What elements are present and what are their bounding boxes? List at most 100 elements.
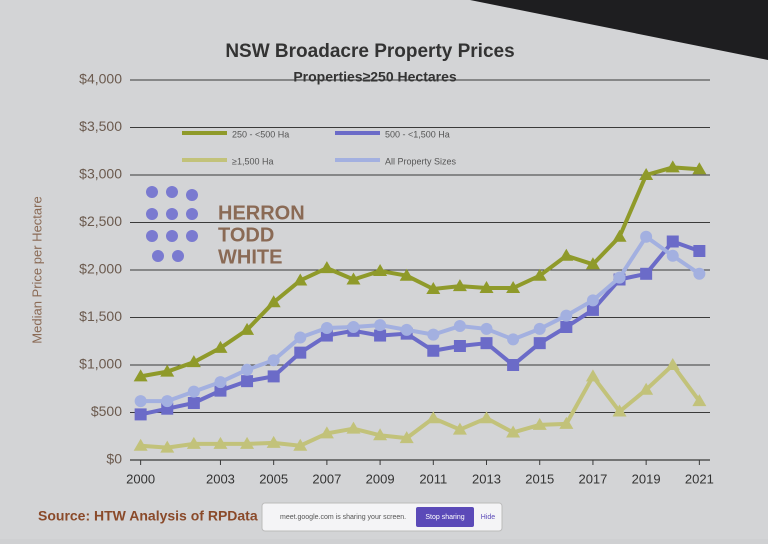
- series-line: [140, 233, 701, 404]
- point: [214, 376, 227, 389]
- point: [479, 281, 494, 294]
- point: [374, 329, 387, 342]
- logo: [146, 186, 198, 262]
- x-tick-label: 2013: [472, 471, 501, 486]
- point: [453, 340, 466, 352]
- point: [399, 268, 414, 281]
- point: [213, 436, 228, 449]
- point: [266, 435, 281, 448]
- point: [480, 322, 493, 335]
- point: [267, 354, 280, 367]
- point: [160, 440, 175, 453]
- point: [666, 235, 679, 248]
- point: [213, 340, 228, 353]
- point: [693, 267, 706, 280]
- point: [373, 428, 388, 441]
- point: [134, 408, 147, 421]
- point: [346, 421, 361, 434]
- point: [373, 263, 388, 276]
- point: [400, 323, 413, 336]
- y-tick-label: $4,000: [79, 71, 122, 87]
- point: [640, 267, 653, 280]
- x-tick-label: 2019: [632, 471, 661, 486]
- point: [692, 394, 707, 407]
- point: [532, 268, 547, 281]
- point: [187, 385, 200, 398]
- point: [612, 229, 627, 242]
- legend-label: ≥1,500 Ha: [232, 156, 273, 166]
- chart-title: NSW Broadacre Property Prices: [225, 41, 514, 62]
- point: [240, 322, 255, 335]
- point: [585, 369, 600, 382]
- point: [294, 331, 307, 344]
- point: [665, 160, 680, 173]
- point: [399, 431, 414, 444]
- logo-dot: [186, 230, 198, 242]
- share-bar: meet.google.com is sharing your screen. …: [261, 502, 503, 532]
- point: [507, 359, 520, 371]
- point: [293, 438, 308, 451]
- legend-label: All Property Sizes: [385, 156, 457, 166]
- chart-subtitle: Properties≥250 Hectares: [293, 69, 457, 85]
- point: [133, 369, 148, 382]
- series-line: [140, 362, 701, 450]
- hide-button[interactable]: Hide: [481, 514, 496, 521]
- point: [186, 436, 201, 449]
- y-tick-label: $0: [106, 451, 122, 467]
- series-line: [140, 239, 701, 417]
- point: [187, 397, 200, 409]
- point: [640, 230, 653, 243]
- point: [586, 303, 599, 316]
- point: [266, 295, 281, 308]
- x-tick-label: 2015: [525, 471, 554, 486]
- stop-sharing-label[interactable]: Stop sharing: [425, 514, 464, 521]
- point: [666, 249, 679, 262]
- x-tick-label: 2007: [312, 471, 341, 486]
- logo-dot: [166, 186, 178, 198]
- point: [639, 382, 654, 395]
- y-axis-label: Median Price per Hectare: [29, 196, 44, 343]
- y-tick-label: $3,000: [79, 166, 122, 182]
- stop-sharing-button[interactable]: [416, 507, 474, 527]
- point: [506, 425, 521, 438]
- x-tick-label: 2017: [578, 471, 607, 486]
- point: [639, 168, 654, 180]
- point: [241, 375, 254, 388]
- logo-text: TODD: [218, 224, 274, 246]
- point: [586, 294, 599, 307]
- logo-dot: [152, 250, 164, 262]
- point: [559, 248, 574, 261]
- point: [452, 422, 467, 435]
- y-tick-label: $2,000: [79, 261, 122, 277]
- logo-dot: [146, 186, 158, 198]
- point: [346, 272, 361, 285]
- point: [347, 321, 360, 333]
- logo-dot: [166, 230, 178, 242]
- point: [507, 333, 520, 346]
- logo-dot: [172, 250, 184, 262]
- point: [241, 363, 254, 376]
- point: [293, 273, 308, 286]
- logo-text: WHITE: [218, 246, 282, 268]
- y-tick-label: $1,000: [79, 356, 122, 372]
- x-tick-label: 2005: [259, 471, 288, 486]
- point: [452, 279, 467, 292]
- point: [427, 328, 440, 341]
- point: [692, 162, 707, 175]
- point: [560, 309, 573, 322]
- point: [532, 417, 547, 430]
- logo-dot: [146, 230, 158, 242]
- point: [560, 321, 573, 333]
- series-line: [140, 165, 700, 379]
- point: [453, 320, 466, 333]
- point: [665, 358, 680, 370]
- logo-text: HERRON: [218, 202, 305, 224]
- point: [240, 436, 255, 449]
- point: [161, 395, 174, 408]
- point: [294, 346, 307, 359]
- point: [133, 438, 148, 451]
- point: [612, 404, 627, 417]
- point: [479, 411, 494, 424]
- point: [613, 271, 626, 284]
- point: [426, 411, 441, 424]
